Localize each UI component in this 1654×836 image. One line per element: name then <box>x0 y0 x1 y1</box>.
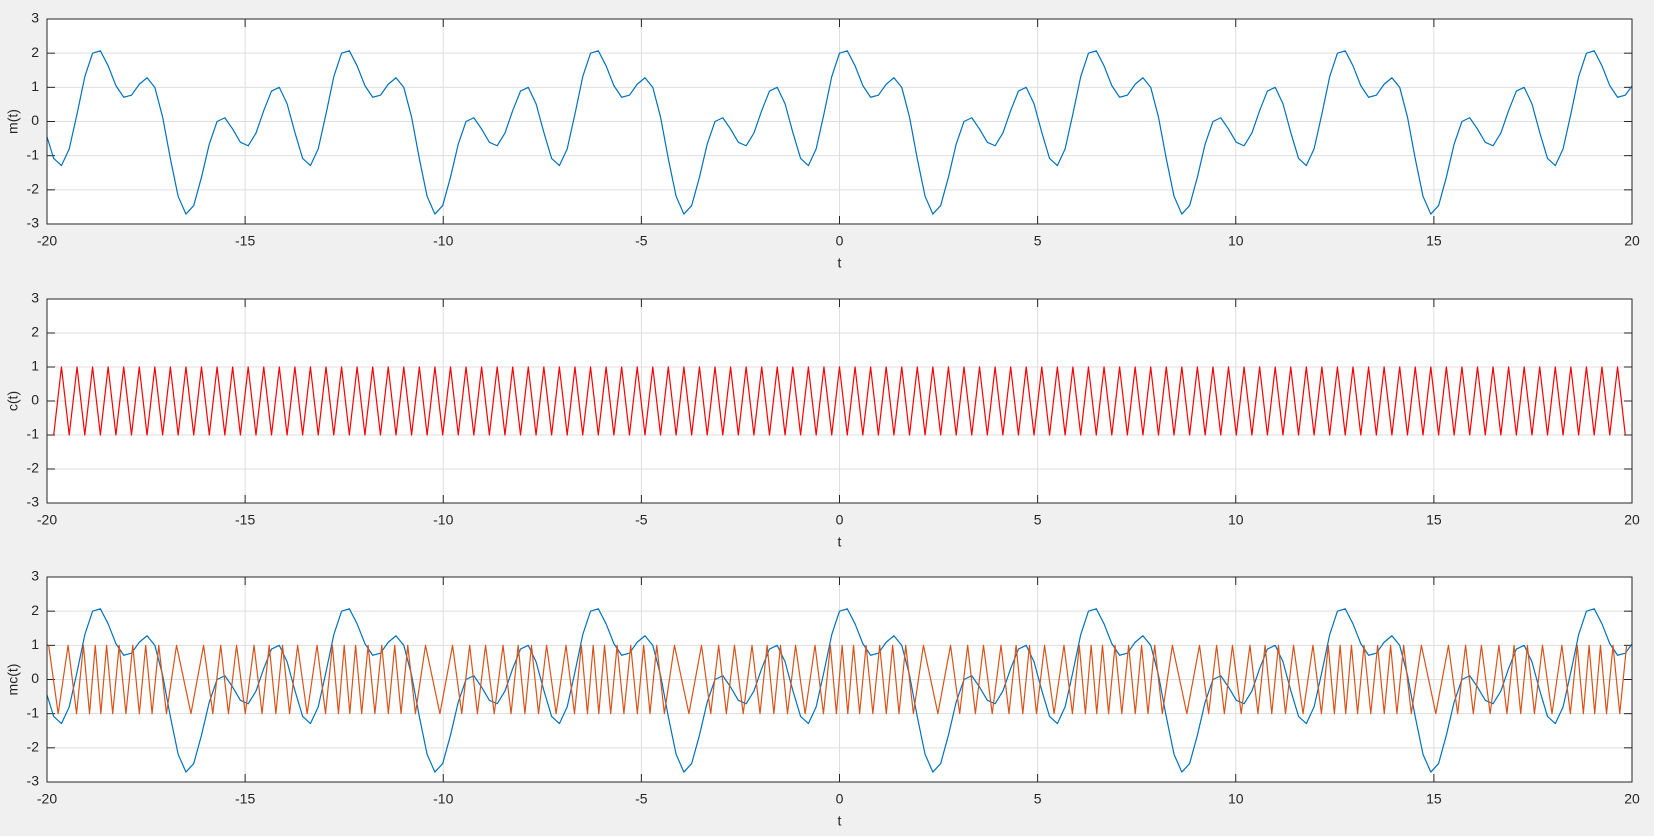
axes-box <box>46 18 1633 225</box>
x-tick-label: 15 <box>1426 233 1442 249</box>
y-axis-label: mc(t) <box>5 664 21 696</box>
x-tick-label: -5 <box>635 233 648 249</box>
series-line <box>48 644 1628 715</box>
x-tick-label: 20 <box>1624 233 1640 249</box>
x-tick-label: 10 <box>1228 512 1244 528</box>
x-axis-label: t <box>838 813 842 829</box>
y-tick-label: 2 <box>31 44 39 60</box>
axes-box <box>46 298 1633 504</box>
x-tick-label: -5 <box>635 512 648 528</box>
y-tick-label: 0 <box>31 112 39 128</box>
x-tick-label: 0 <box>836 791 844 807</box>
x-tick-label: 15 <box>1426 791 1442 807</box>
x-tick-label: 5 <box>1034 791 1042 807</box>
x-tick-label: -15 <box>235 512 255 528</box>
y-tick-label: 1 <box>31 636 39 652</box>
y-axis-label: m(t) <box>5 109 21 134</box>
x-tick-label: -10 <box>433 233 453 249</box>
y-tick-label: 1 <box>31 358 39 374</box>
x-tick-label: -10 <box>433 512 453 528</box>
x-tick-label: 0 <box>836 233 844 249</box>
x-tick-label: 20 <box>1624 791 1640 807</box>
series-line <box>47 50 1632 215</box>
x-tick-label: -15 <box>235 233 255 249</box>
x-tick-label: -15 <box>235 791 255 807</box>
y-tick-label: -1 <box>27 704 40 720</box>
y-tick-label: -2 <box>27 460 40 476</box>
x-tick-label: -10 <box>433 791 453 807</box>
y-tick-label: -1 <box>27 146 40 162</box>
y-tick-label: 0 <box>31 670 39 686</box>
x-tick-label: 10 <box>1228 233 1244 249</box>
x-tick-label: 0 <box>836 512 844 528</box>
y-tick-label: 2 <box>31 324 39 340</box>
series-line <box>53 366 1626 436</box>
x-tick-label: 20 <box>1624 512 1640 528</box>
y-tick-label: 3 <box>31 568 39 584</box>
x-axis-label: t <box>838 255 842 271</box>
x-tick-label: -20 <box>37 791 57 807</box>
y-axis-label: c(t) <box>5 391 21 411</box>
axes-box <box>46 576 1633 783</box>
x-tick-label: -20 <box>37 233 57 249</box>
y-tick-label: 3 <box>31 290 39 306</box>
y-tick-label: -3 <box>27 215 40 231</box>
x-tick-label: -5 <box>635 791 648 807</box>
y-tick-label: -1 <box>27 426 40 442</box>
y-tick-label: 1 <box>31 78 39 94</box>
y-tick-label: -3 <box>27 494 40 510</box>
x-tick-label: -20 <box>37 512 57 528</box>
y-tick-label: -2 <box>27 181 40 197</box>
x-tick-label: 10 <box>1228 791 1244 807</box>
x-tick-label: 15 <box>1426 512 1442 528</box>
series-line <box>47 608 1632 773</box>
x-tick-label: 5 <box>1034 512 1042 528</box>
y-tick-label: 2 <box>31 602 39 618</box>
x-axis-label: t <box>838 534 842 550</box>
y-tick-label: 3 <box>31 10 39 26</box>
y-tick-label: -3 <box>27 773 40 789</box>
y-tick-label: 0 <box>31 392 39 408</box>
y-tick-label: -2 <box>27 739 40 755</box>
x-tick-label: 5 <box>1034 233 1042 249</box>
